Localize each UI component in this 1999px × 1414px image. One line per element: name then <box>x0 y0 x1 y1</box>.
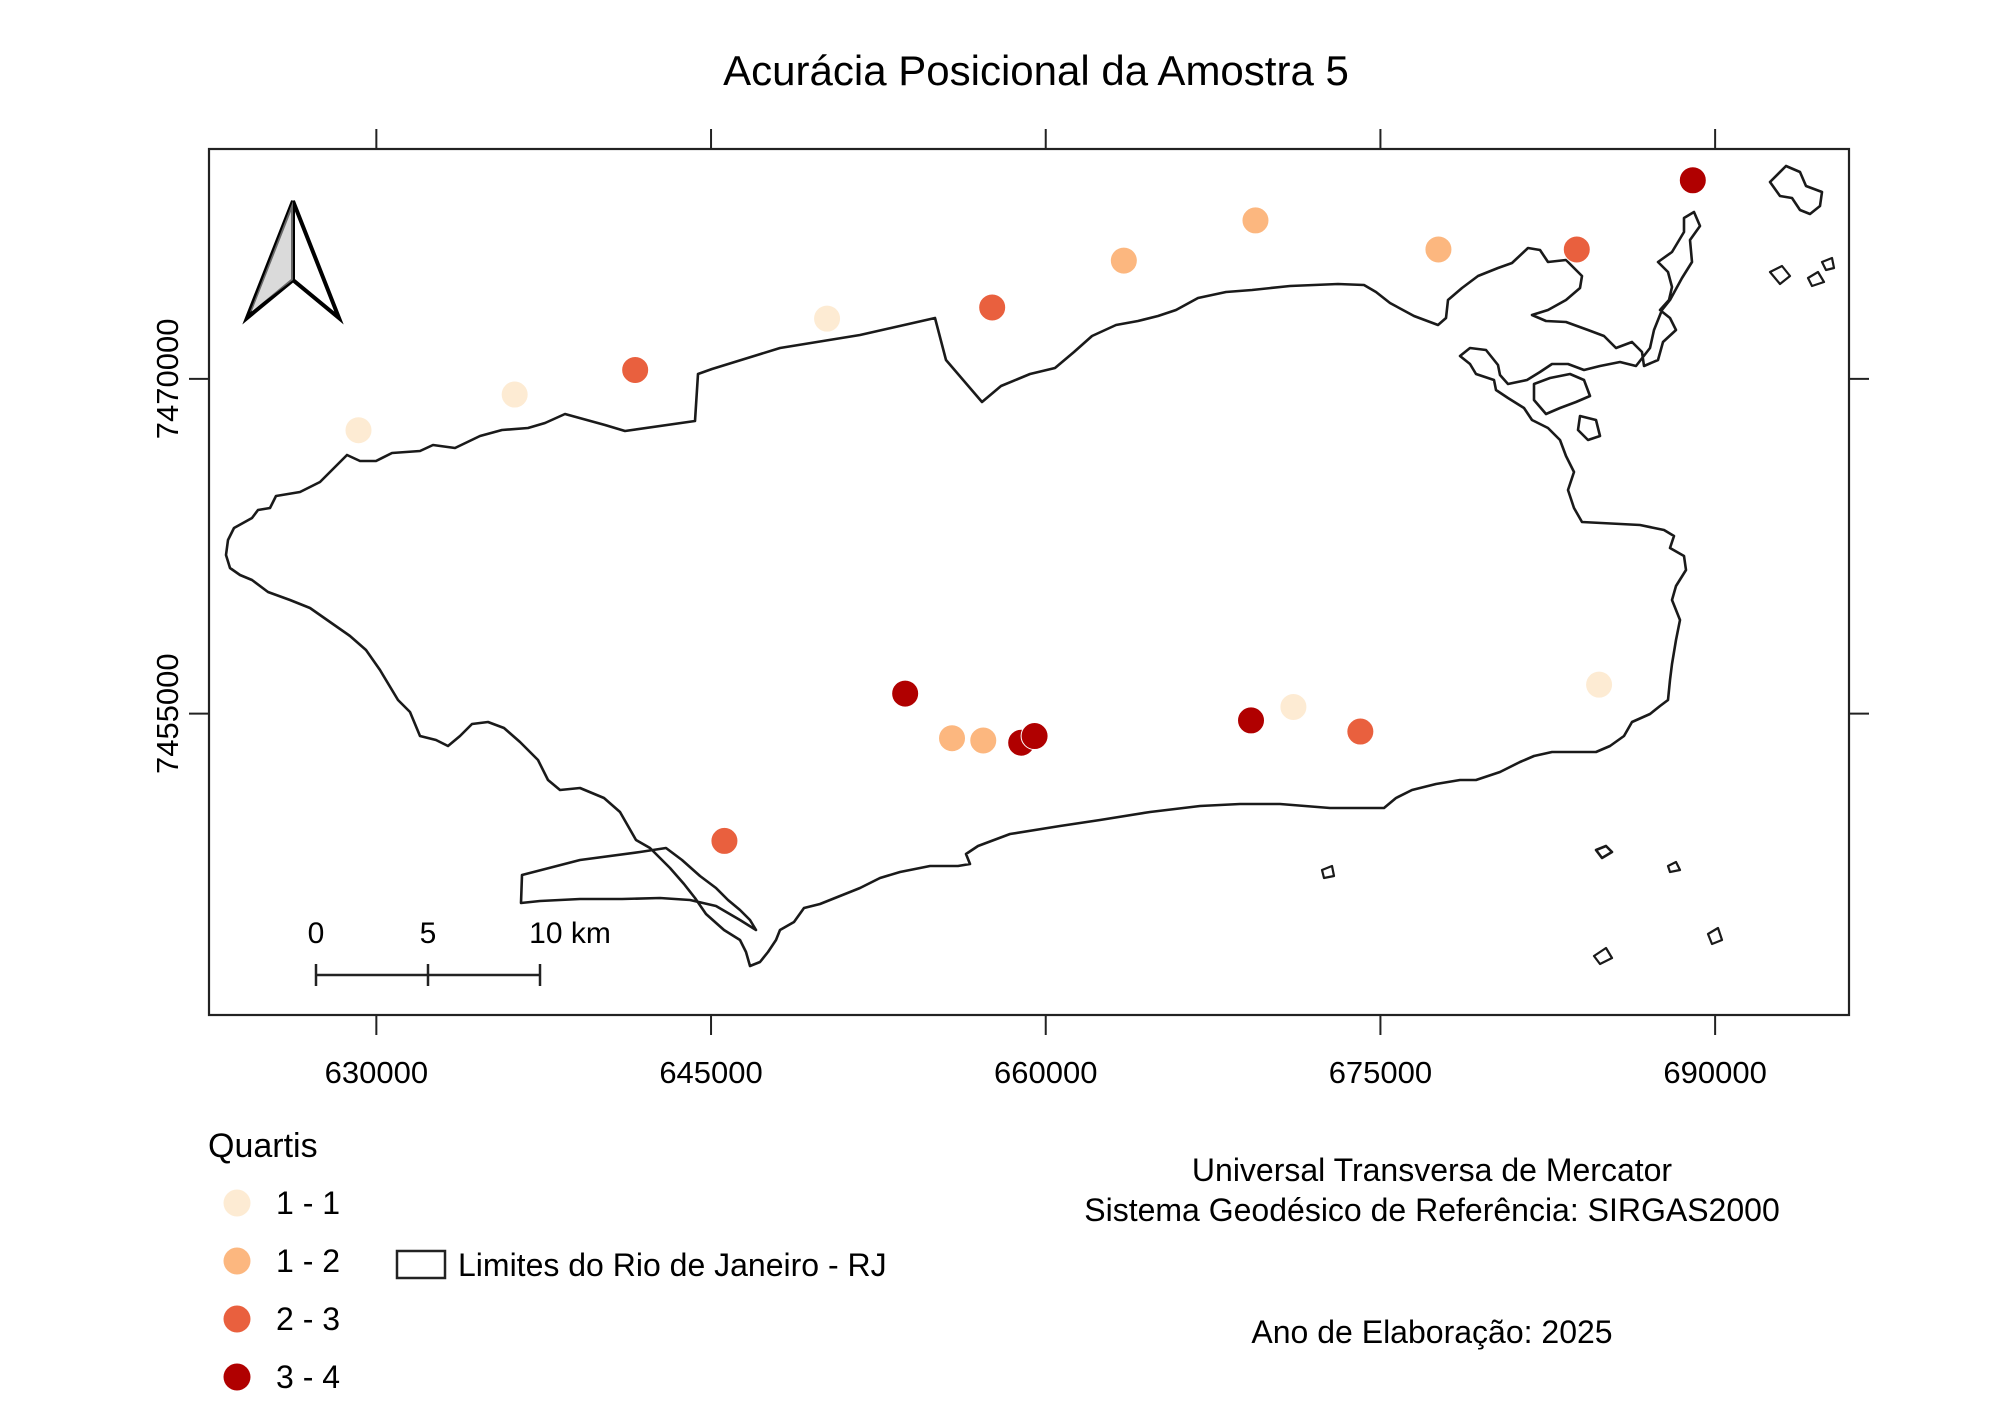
x-tick-label: 660000 <box>994 1055 1097 1090</box>
x-tick-label: 675000 <box>1329 1055 1432 1090</box>
legend-title: Quartis <box>208 1127 318 1165</box>
y-tick-label: 7470000 <box>150 319 185 440</box>
axis-ticks: 630000 645000 660000 675000 690000 7470000 745… <box>150 129 1869 1090</box>
quartile-point <box>969 726 998 755</box>
quartile-points <box>344 166 1707 855</box>
quartile-point <box>1241 206 1270 235</box>
legend-swatch <box>223 1189 251 1217</box>
scale-bar <box>314 964 542 986</box>
quartile-point <box>1109 246 1138 275</box>
legend-boundary-swatch <box>395 1249 447 1280</box>
legend-swatch <box>223 1363 251 1391</box>
projection-label: Universal Transversa de Mercator <box>1192 1152 1673 1188</box>
quartile-point <box>938 724 967 753</box>
quartile-point <box>1424 235 1453 264</box>
x-tick-label: 690000 <box>1663 1055 1766 1090</box>
legend-label: 1 - 1 <box>276 1185 340 1221</box>
legend-boundary-label: Limites do Rio de Janeiro - RJ <box>458 1247 887 1283</box>
scale-label-10km: 10 km <box>529 917 611 950</box>
datum-label: Sistema Geodésico de Referência: SIRGAS2… <box>1084 1192 1779 1228</box>
quartile-point <box>1585 670 1614 699</box>
rio-boundary-bay-islands <box>1532 164 1824 860</box>
north-arrow-icon <box>242 200 344 325</box>
scale-label-5: 5 <box>420 917 437 950</box>
scale-label-0: 0 <box>308 917 325 950</box>
legend-label: 1 - 2 <box>276 1243 340 1279</box>
year-label: Ano de Elaboração: 2025 <box>1251 1314 1612 1350</box>
quartile-point <box>500 380 529 409</box>
quartile-point <box>813 304 842 333</box>
quartile-point <box>1020 722 1049 751</box>
quartile-point <box>1237 706 1266 735</box>
quartile-point <box>621 355 650 384</box>
legend-swatch <box>223 1305 251 1333</box>
quartile-point <box>1562 235 1591 264</box>
quartile-point <box>1346 717 1375 746</box>
rio-boundary-mainland <box>224 210 1702 968</box>
legend-label: 2 - 3 <box>276 1301 340 1337</box>
map-title: Acurácia Posicional da Amostra 5 <box>723 47 1349 94</box>
x-tick-label: 645000 <box>659 1055 762 1090</box>
x-tick-label: 630000 <box>325 1055 428 1090</box>
quartile-point <box>891 679 920 708</box>
rio-boundary-coastal-islands <box>1320 256 1836 966</box>
legend-label: 3 - 4 <box>276 1359 340 1395</box>
quartile-point <box>710 826 739 855</box>
map-frame <box>207 147 1851 1017</box>
quartile-point <box>344 416 373 445</box>
y-tick-label: 7455000 <box>150 653 185 774</box>
legend-items: 1 - 1 1 - 2 2 - 3 3 - 4 <box>223 1185 340 1395</box>
legend-swatch <box>223 1247 251 1275</box>
quartile-point <box>1279 692 1308 721</box>
quartile-point <box>1678 166 1707 195</box>
rio-boundary <box>224 164 1836 968</box>
rio-boundary-restinga <box>519 846 758 932</box>
quartile-point <box>978 293 1007 322</box>
